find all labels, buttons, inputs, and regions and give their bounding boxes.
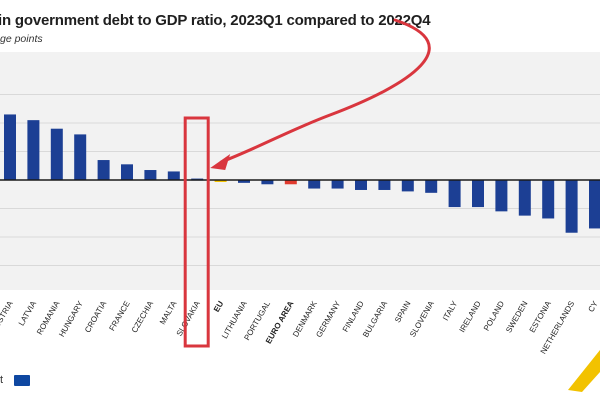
x-tick-label: CZECHIA <box>130 299 156 334</box>
x-tick-label: POLAND <box>482 299 506 332</box>
x-tick-label: BULGARIA <box>361 299 389 339</box>
x-tick-label: AUSTRIA <box>0 299 15 334</box>
x-tick-label: LATVIA <box>17 299 39 327</box>
bar-euro-area <box>284 180 297 185</box>
bar-bulgaria <box>378 180 391 190</box>
x-tick-label: EU <box>212 299 225 313</box>
bar-italy <box>448 180 461 208</box>
x-tick-label: IRELAND <box>458 299 483 334</box>
highlight-box <box>183 116 210 348</box>
x-tick-label: SWEDEN <box>504 299 529 334</box>
bar-estonia <box>542 180 555 219</box>
x-tick-label: FRANCE <box>107 300 131 333</box>
eurostat-logo-icon <box>14 375 30 386</box>
bar-slovenia <box>425 180 438 193</box>
chart-subtitle-unit: ge points <box>0 33 43 45</box>
chart-title: in government debt to GDP ratio, 2023Q1 … <box>0 12 431 29</box>
x-tick-label: SLOVENIA <box>408 299 436 339</box>
bar-netherlands <box>565 180 578 233</box>
bar-cy <box>589 180 600 229</box>
bar-ireland <box>472 180 484 208</box>
x-tick-label: SPAIN <box>393 299 413 324</box>
x-tick-label: ITALY <box>441 299 460 322</box>
bar-czechia <box>144 170 157 180</box>
bar-denmark <box>308 180 321 189</box>
bar-eu <box>214 180 227 182</box>
x-tick-label: CROATIA <box>83 299 109 334</box>
bar-austria <box>4 114 16 180</box>
arrowhead-icon <box>210 154 231 170</box>
x-tick-label: GERMANY <box>314 299 342 339</box>
plot-area <box>0 52 600 290</box>
bar-spain <box>401 180 414 192</box>
bar-sweden <box>518 180 531 216</box>
callout-arrow <box>219 18 431 164</box>
x-tick-label: ESTONIA <box>528 299 554 334</box>
x-tick-label: SLOVAKIA <box>175 299 203 338</box>
x-tick-label: CY <box>586 299 600 314</box>
bar-lithuania <box>238 180 250 183</box>
bar-hungary <box>74 134 87 180</box>
bar-portugal <box>261 180 274 185</box>
bar-france <box>121 164 133 180</box>
bar-latvia <box>27 120 40 180</box>
bar-finland <box>355 180 367 190</box>
bar-romania <box>50 128 63 180</box>
x-tick-label: MALTA <box>158 299 179 326</box>
x-tick-label: FINLAND <box>341 299 366 333</box>
x-tick-label: ROMANIA <box>35 299 62 336</box>
bar-malta <box>167 171 180 180</box>
bar-croatia <box>97 160 110 180</box>
corner-accent <box>568 350 600 392</box>
x-tick-label: HUNGARY <box>57 299 85 339</box>
source-label: t <box>0 374 4 386</box>
bar-poland <box>495 180 508 212</box>
bar-germany <box>331 180 344 189</box>
